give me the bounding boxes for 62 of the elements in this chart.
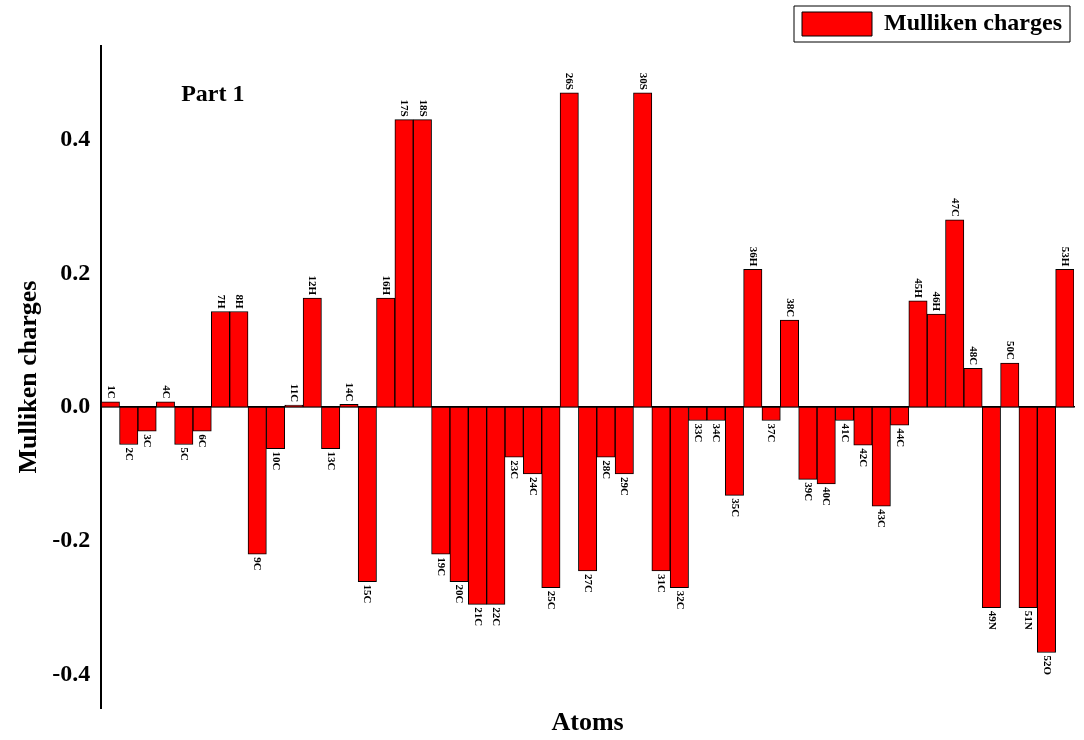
x-tick-label: 31C — [656, 573, 669, 593]
x-tick-label: 46H — [931, 291, 944, 312]
x-tick-label: 14C — [344, 382, 357, 402]
x-tick-label: 28C — [601, 460, 614, 480]
x-tick-label: 3C — [142, 434, 155, 448]
x-tick-label: 11C — [289, 383, 302, 403]
x-tick-label: 17S — [399, 99, 412, 117]
x-tick-label: 13C — [325, 451, 338, 471]
x-tick-label: 27C — [582, 573, 595, 593]
x-tick-label: 15C — [362, 584, 375, 604]
x-tick-label: 36H — [747, 246, 760, 267]
x-tick-label: 35C — [729, 498, 742, 518]
x-tick-label: 50C — [1004, 341, 1017, 360]
x-tick-label: 2C — [123, 447, 136, 462]
x-tick-label: 53H — [1059, 246, 1072, 267]
x-tick-label: 41C — [839, 423, 852, 443]
x-tick-label: 12H — [307, 275, 320, 296]
x-tick-label: 33C — [692, 423, 705, 443]
annotation: Part 1 — [181, 80, 245, 106]
x-tick-label: 7H — [215, 294, 228, 309]
x-tick-label: 34C — [711, 423, 724, 443]
x-tick-label: 16H — [380, 275, 393, 296]
x-tick-label: 20C — [454, 584, 467, 604]
x-tick-label: 32C — [674, 590, 687, 610]
x-tick-label: 6C — [197, 434, 210, 448]
x-tick-label: 45H — [913, 278, 926, 299]
x-tick-label: 26S — [564, 72, 577, 90]
x-tick-label: 40C — [821, 486, 834, 506]
y-axis-title: Mulliken charges — [13, 280, 43, 474]
x-tick-label: 4C — [160, 385, 173, 399]
y-tick-label: 0.4 — [60, 124, 91, 151]
x-tick-label: 8H — [234, 294, 247, 309]
x-tick-label: 23C — [509, 460, 522, 480]
x-tick-label: 10C — [270, 451, 283, 471]
y-tick-label: 0.0 — [60, 392, 91, 419]
x-tick-label: 38C — [784, 298, 797, 318]
y-tick-label: 0.2 — [60, 258, 91, 285]
x-tick-label: 18S — [417, 99, 430, 117]
y-tick-label: -0.4 — [52, 659, 91, 686]
x-tick-label: 37C — [766, 423, 779, 443]
x-tick-label: 39C — [803, 482, 816, 502]
x-tick-label: 47C — [949, 197, 962, 217]
x-tick-label: 49N — [986, 610, 999, 630]
x-tick-label: 51N — [1023, 610, 1036, 630]
x-tick-label: 24C — [527, 476, 540, 496]
x-tick-label: 9C — [252, 557, 265, 571]
x-tick-label: 25C — [546, 590, 559, 610]
legend-label: Mulliken charges — [884, 9, 1062, 36]
x-tick-label: 22C — [490, 607, 503, 627]
x-tick-label: 43C — [876, 509, 889, 529]
x-tick-label: 29C — [619, 476, 632, 496]
x-tick-label: 19C — [435, 557, 448, 577]
x-tick-label: 42C — [858, 448, 871, 468]
y-tick-label: -0.2 — [52, 526, 91, 553]
x-tick-label: 44C — [894, 428, 907, 448]
x-axis-title: Atoms — [551, 706, 624, 736]
x-tick-label: 48C — [968, 346, 981, 366]
x-tick-label: 21C — [472, 607, 485, 627]
x-tick-label: 5C — [178, 447, 191, 462]
x-tick-label: 52O — [1041, 655, 1054, 676]
x-tick-label: 1C — [105, 385, 118, 399]
x-tick-label: 30S — [637, 72, 650, 90]
